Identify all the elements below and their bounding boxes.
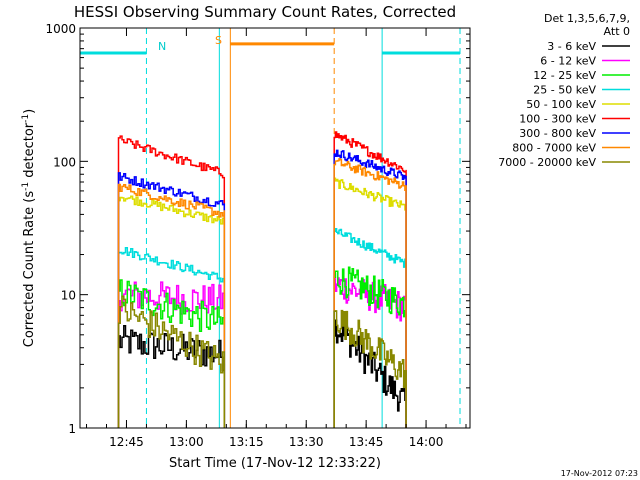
plot-area xyxy=(79,28,461,428)
y-tick-label: 1000 xyxy=(45,22,76,36)
plot-frame xyxy=(79,27,471,429)
series-line-5-segment-1 xyxy=(117,195,226,428)
y-tick-label: 10 xyxy=(61,289,76,303)
x-axis-label: Start Time (17-Nov-12 12:33:22) xyxy=(169,456,381,471)
legend-label: 12 - 25 keV xyxy=(533,69,596,82)
annotation-s: S xyxy=(215,34,222,47)
series-line-3-segment-2 xyxy=(333,266,407,428)
legend-label: 3 - 6 keV xyxy=(547,40,596,53)
legend-label: 100 - 300 keV xyxy=(519,113,596,126)
series-line-4-segment-2 xyxy=(333,227,407,428)
y-tick-label: 100 xyxy=(53,155,76,169)
series-line-9-segment-2 xyxy=(333,309,407,428)
x-axis: 12:45 13:00 13:15 13:30 13:45 14:00 xyxy=(86,28,467,449)
series-line-7-segment-1 xyxy=(117,172,226,428)
annotation-n: N xyxy=(158,40,166,53)
y-tick-label: 1 xyxy=(68,422,76,436)
series-line-3-segment-1 xyxy=(117,279,226,428)
series-line-6-segment-2 xyxy=(333,131,407,428)
x-tick-label: 13:15 xyxy=(229,435,264,449)
series-line-8-segment-2 xyxy=(333,158,407,428)
x-tick-label: 13:45 xyxy=(349,435,384,449)
legend-header-2: Att 0 xyxy=(604,25,630,38)
legend-label: 300 - 800 keV xyxy=(519,127,596,140)
series-line-5-segment-2 xyxy=(333,177,407,428)
series-line-9-segment-1 xyxy=(117,295,226,428)
legend-label: 6 - 12 keV xyxy=(540,55,596,68)
series-line-8-segment-1 xyxy=(117,183,226,428)
legend-label: 800 - 7000 keV xyxy=(512,142,596,155)
y-axis: 1 10 100 1000 xyxy=(45,22,470,436)
y-axis-label: Corrected Count Rate (s-1 detector-1) xyxy=(21,109,37,347)
footer-timestamp: 17-Nov-2012 07:23 xyxy=(561,469,638,478)
series-line-4-segment-1 xyxy=(117,247,226,428)
series-line-7-segment-2 xyxy=(333,149,407,428)
legend-label: 50 - 100 keV xyxy=(526,98,596,111)
legend-header-1: Det 1,3,5,6,7,9, xyxy=(544,12,630,25)
x-tick-label: 12:45 xyxy=(109,435,144,449)
legend-label: 25 - 50 keV xyxy=(533,84,596,97)
x-tick-label: 14:00 xyxy=(409,435,444,449)
x-tick-label: 13:00 xyxy=(169,435,204,449)
series-line-6-segment-1 xyxy=(117,135,226,428)
chart-title: HESSI Observing Summary Count Rates, Cor… xyxy=(74,3,456,21)
legend-label: 7000 - 20000 keV xyxy=(498,156,596,169)
x-tick-label: 13:30 xyxy=(289,435,324,449)
